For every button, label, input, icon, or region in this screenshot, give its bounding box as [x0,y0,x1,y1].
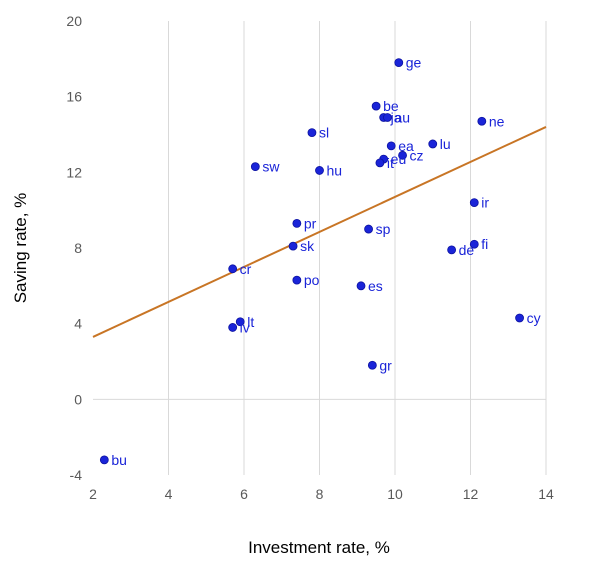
point-gr [367,360,377,370]
point-label-lv: lv [240,319,250,335]
point-label-ge: ge [406,55,422,71]
point-label-gr: gr [379,357,392,373]
trendline-group [92,126,547,338]
y-tick-label-6: 20 [66,13,82,29]
x-tick-label-6: 14 [538,486,554,502]
point-label-hu: hu [327,162,343,178]
point-label-ir: ir [481,195,489,211]
point-label-pr: pr [304,215,317,231]
y-tick-label-4: 12 [66,164,82,180]
trendline [92,126,547,338]
y-axis-title: Saving rate, % [11,193,30,304]
y-tick-label-3: 8 [74,240,82,256]
point-label-ea: ea [398,138,414,154]
point-ir [469,198,479,208]
point-label-cz: cz [410,147,424,163]
x-tick-labels: 2 4 6 8 10 12 14 [89,486,554,502]
x-tick-label-0: 2 [89,486,97,502]
point-sk [288,241,298,251]
point-label-sk: sk [300,238,315,254]
point-it [375,158,385,168]
point-label-au: au [394,109,410,125]
point-cz [398,150,407,160]
gridlines [93,21,547,475]
point-label-sl: sl [319,125,329,141]
point-label-cy: cy [527,310,541,326]
point-label-it: it [387,155,394,171]
point-label-es: es [368,278,383,294]
x-axis-title: Investment rate, % [248,538,390,557]
point-label-lt: lt [247,314,254,330]
y-tick-labels: -4 0 4 8 12 16 20 [66,13,82,483]
x-tick-label-3: 8 [316,486,324,502]
point-label-fi: fi [481,236,488,252]
point-au [383,113,392,122]
point-label-sp: sp [376,221,391,237]
point-label-ne: ne [489,113,505,129]
point-label-be: be [383,98,399,114]
point-sp [364,224,373,234]
point-hu [315,166,324,175]
y-tick-label-0: -4 [70,467,83,483]
y-tick-label-5: 16 [66,89,82,105]
point-cr [228,264,238,274]
y-tick-label-2: 4 [74,316,82,332]
point-bu [99,455,109,465]
point-label-eu: eu [391,151,407,167]
point-de [447,245,457,255]
point-label-po: po [304,272,320,288]
point-fi [469,239,479,249]
point-ea [386,141,396,151]
point-label-lu: lu [440,136,451,152]
point-label-cr: cr [240,261,252,277]
point-label-sw: sw [262,159,280,175]
x-tick-label-2: 6 [240,486,248,502]
x-tick-label-1: 4 [165,486,173,502]
point-sw [250,162,260,172]
point-ge [394,58,404,68]
point-lu [428,139,438,149]
point-po [292,275,302,285]
point-cy [515,313,524,323]
point-label-bu: bu [111,452,127,468]
point-lt [235,317,245,327]
y-tick-label-1: 0 [74,391,82,407]
point-ne [477,116,487,126]
x-tick-label-5: 12 [463,486,479,502]
point-sl [307,128,317,138]
point-lv [228,323,238,332]
point-label-de: de [459,242,475,258]
x-tick-label-4: 10 [387,486,403,502]
point-es [356,281,366,291]
point-label-ja: ja [390,109,402,125]
point-pr [292,219,302,228]
point-be [371,101,381,111]
